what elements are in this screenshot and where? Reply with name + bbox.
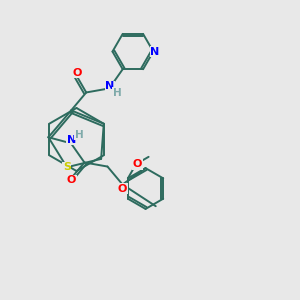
Text: N: N	[67, 135, 76, 145]
Text: S: S	[63, 162, 71, 172]
Text: N: N	[105, 81, 115, 91]
Text: H: H	[75, 130, 84, 140]
Text: N: N	[150, 46, 159, 57]
Text: O: O	[118, 184, 127, 194]
Text: O: O	[67, 175, 76, 185]
Text: O: O	[133, 159, 142, 169]
Text: H: H	[113, 88, 122, 98]
Text: O: O	[72, 68, 82, 78]
